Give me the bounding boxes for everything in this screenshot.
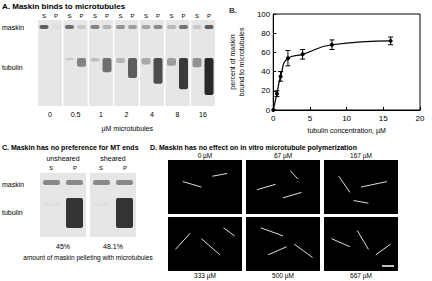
svg-text:S: S [144,13,148,19]
svg-text:µM microtubules: µM microtubules [102,125,154,133]
svg-text:P: P [123,165,127,171]
svg-text:5: 5 [308,114,313,123]
svg-text:16: 16 [199,111,207,118]
svg-text:P: P [207,13,211,19]
svg-text:10: 10 [342,114,351,123]
svg-text:0: 0 [271,114,276,123]
svg-text:tubulin: tubulin [2,209,23,216]
svg-text:60: 60 [261,48,270,57]
svg-text:maskin: maskin [2,181,24,188]
svg-text:B.: B. [229,6,237,15]
svg-text:P: P [54,13,58,19]
svg-text:0 µM: 0 µM [198,152,213,160]
svg-text:20: 20 [261,86,270,95]
svg-text:15: 15 [379,114,388,123]
svg-text:P: P [156,13,160,19]
svg-text:percent of maskin: percent of maskin [229,34,237,89]
svg-text:S: S [42,13,46,19]
svg-text:amount of maskin pelleting wit: amount of maskin pelleting with microtub… [23,254,153,262]
svg-text:C. Maskin has no preference fo: C. Maskin has no preference for MT ends [2,144,139,152]
svg-text:0: 0 [48,111,52,118]
svg-text:500 µM: 500 µM [272,272,294,280]
svg-text:S: S [118,13,122,19]
svg-text:8: 8 [176,111,180,118]
svg-text:P: P [181,13,185,19]
svg-text:20: 20 [416,114,425,123]
svg-text:S: S [195,13,199,19]
svg-text:D. Maskin has no effect on in: D. Maskin has no effect on in vitro micr… [150,144,357,152]
svg-text:167 µM: 167 µM [350,152,372,160]
svg-text:tubulin concentration, µM: tubulin concentration, µM [307,127,386,135]
svg-text:P: P [105,13,109,19]
svg-text:48.1%: 48.1% [103,243,123,250]
svg-text:0: 0 [265,105,271,115]
svg-text:S: S [93,13,97,19]
svg-text:67 µM: 67 µM [274,152,292,160]
svg-text:P: P [73,165,77,171]
svg-text:100: 100 [257,10,271,19]
svg-text:maskin: maskin [2,24,24,31]
svg-text:A. Maskin binds to microtubule: A. Maskin binds to microtubules [2,2,126,11]
svg-text:unsheared: unsheared [46,155,79,162]
svg-text:S: S [99,165,103,171]
svg-text:40: 40 [261,67,270,76]
svg-text:P: P [130,13,134,19]
svg-text:P: P [79,13,83,19]
svg-text:4: 4 [150,111,154,118]
svg-text:tubulin: tubulin [2,64,23,71]
svg-text:sheared: sheared [100,155,125,162]
svg-text:S: S [49,165,53,171]
svg-text:0.5: 0.5 [71,111,81,118]
svg-text:333 µM: 333 µM [194,272,216,280]
svg-text:80: 80 [261,29,270,38]
svg-text:1: 1 [99,111,103,118]
svg-text:45%: 45% [56,243,70,250]
svg-text:bound to microtubules: bound to microtubules [238,27,245,96]
svg-text:667 µM: 667 µM [350,272,372,280]
svg-text:S: S [67,13,71,19]
svg-text:2: 2 [125,111,129,118]
svg-text:S: S [169,13,173,19]
